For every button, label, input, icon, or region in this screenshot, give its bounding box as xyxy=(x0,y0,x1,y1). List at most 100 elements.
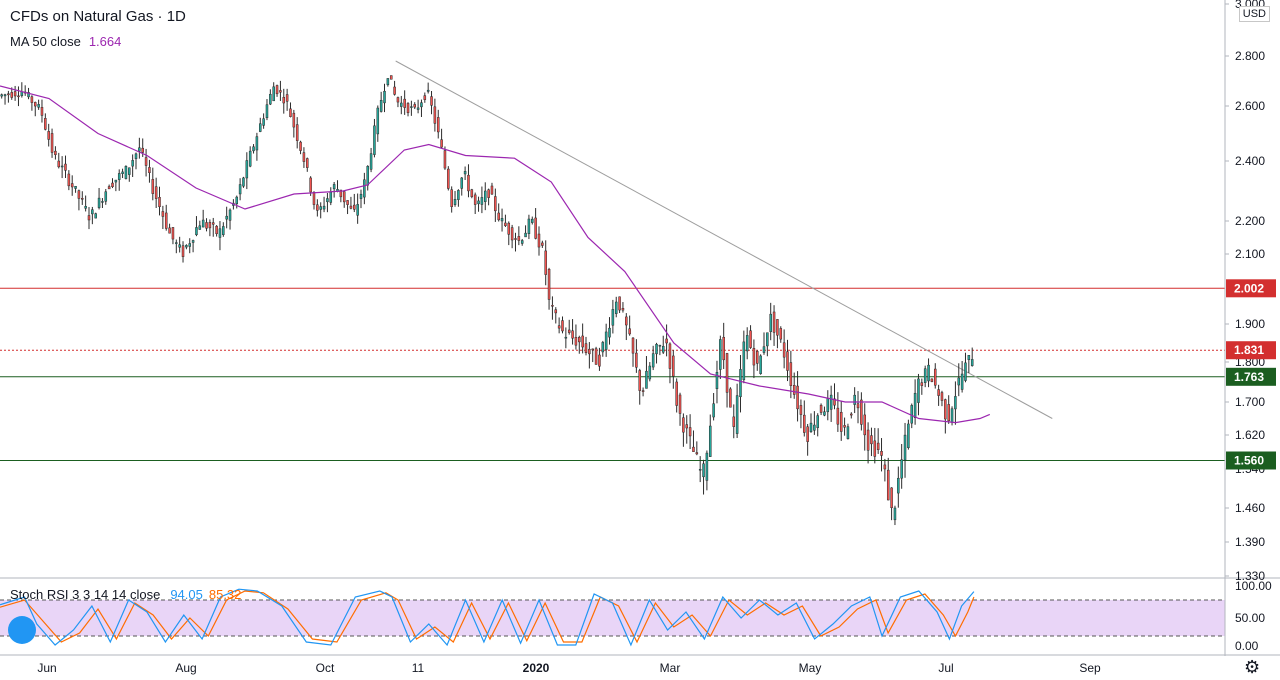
x-tick-label: Jul xyxy=(938,661,953,675)
candle-body xyxy=(289,108,292,117)
candle-body xyxy=(907,423,910,449)
candle-body xyxy=(772,311,776,333)
candle-body xyxy=(621,307,625,311)
candle-body xyxy=(967,355,971,361)
candle-body xyxy=(423,95,427,100)
y-tick-label: 1.390 xyxy=(1235,535,1265,549)
main-pane xyxy=(0,60,1225,526)
x-tick-label: Mar xyxy=(660,661,681,675)
candle-body xyxy=(84,206,87,209)
price-label-bg xyxy=(1226,367,1276,386)
candle-body xyxy=(272,86,275,102)
candle-body xyxy=(833,398,836,406)
candle-body xyxy=(813,424,816,431)
candle-body xyxy=(816,415,819,428)
candle-body xyxy=(201,219,205,228)
candle-body xyxy=(930,378,934,382)
candle-body xyxy=(574,337,578,346)
candle-body xyxy=(715,371,719,390)
candle-body xyxy=(356,204,359,216)
candle-body xyxy=(248,150,252,167)
candle-body xyxy=(668,343,672,369)
candle-body xyxy=(661,345,665,353)
candle-body xyxy=(406,103,410,114)
candle-body xyxy=(426,89,430,92)
candle-body xyxy=(91,209,94,215)
candle-body xyxy=(238,184,242,195)
candle-body xyxy=(732,416,736,427)
candle-body xyxy=(534,217,537,239)
price-label: 2.002 xyxy=(1234,281,1264,295)
candle-body xyxy=(789,362,793,386)
stoch-d-line xyxy=(0,590,975,644)
stoch-label: Stoch RSI 3 3 14 14 close xyxy=(10,587,161,602)
candle-body xyxy=(64,163,67,171)
y-tick-label: 2.600 xyxy=(1235,99,1265,113)
symbol-title[interactable]: CFDs on Natural Gas · 1D xyxy=(10,8,186,25)
gear-icon[interactable]: ⚙ xyxy=(1244,657,1261,677)
candle-body xyxy=(749,330,752,348)
candle-body xyxy=(17,95,20,98)
candle-body xyxy=(396,97,400,103)
y-tick-label: 3.000 xyxy=(1235,0,1265,11)
candle-body xyxy=(262,118,265,126)
candle-body xyxy=(134,153,138,159)
candle-body xyxy=(54,150,57,155)
candle-body xyxy=(581,335,584,348)
candle-body xyxy=(708,425,712,457)
candle-body xyxy=(719,339,722,370)
candle-body xyxy=(762,346,766,353)
candle-body xyxy=(601,342,605,353)
candle-body xyxy=(752,348,756,366)
candle-body xyxy=(635,352,638,368)
candle-body xyxy=(94,213,97,219)
candle-body xyxy=(584,343,588,353)
candle-body xyxy=(171,227,175,240)
candle-body xyxy=(567,329,571,333)
candle-body xyxy=(148,167,151,173)
candle-body xyxy=(729,388,732,408)
candle-body xyxy=(591,348,594,351)
candle-body xyxy=(10,92,14,98)
candle-body xyxy=(359,193,363,199)
candle-body xyxy=(484,190,487,202)
ma-line xyxy=(0,85,991,424)
candle-body xyxy=(265,104,269,118)
candle-body xyxy=(873,440,877,457)
candle-body xyxy=(786,351,789,371)
candle-body xyxy=(604,331,608,350)
candle-body xyxy=(235,196,239,205)
candle-body xyxy=(490,185,494,195)
candle-body xyxy=(507,222,511,235)
candle-body xyxy=(890,487,893,508)
candle-body xyxy=(326,198,329,203)
candle-body xyxy=(195,227,198,236)
candle-body xyxy=(880,451,883,456)
candle-body xyxy=(792,385,796,395)
candle-body xyxy=(161,211,165,217)
tradingview-logo-icon[interactable] xyxy=(8,616,36,644)
candle-body xyxy=(275,85,279,95)
candle-body xyxy=(316,204,319,211)
candle-body xyxy=(554,309,558,314)
x-tick-label: Sep xyxy=(1079,661,1101,675)
candle-body xyxy=(856,403,860,409)
candle-body xyxy=(30,96,34,103)
candle-body xyxy=(141,147,144,153)
candle-body xyxy=(578,336,581,343)
candle-body xyxy=(625,316,628,326)
candle-body xyxy=(477,200,480,205)
candle-body xyxy=(259,123,262,132)
trendline xyxy=(395,60,1053,419)
candle-body xyxy=(799,405,803,415)
currency-badge[interactable]: USD xyxy=(1238,6,1270,22)
candle-body xyxy=(947,404,950,422)
candle-body xyxy=(215,225,218,235)
candle-body xyxy=(809,422,813,433)
candle-body xyxy=(537,233,541,248)
candle-body xyxy=(440,139,443,148)
candle-body xyxy=(745,335,749,352)
candle-body xyxy=(688,427,692,437)
candle-body xyxy=(541,242,544,246)
